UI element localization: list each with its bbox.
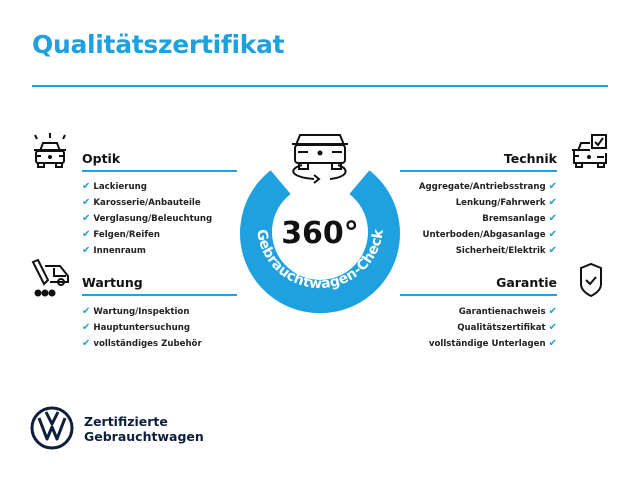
badge-ring — [240, 170, 400, 314]
garantie-divider — [400, 294, 557, 296]
check-icon: ✔ — [548, 322, 557, 333]
rotating-car-icon — [292, 134, 348, 184]
list-item: ✔ Hauptuntersuchung — [82, 322, 191, 333]
check-icon: ✔ — [82, 181, 91, 192]
list-item: ✔ Innenraum — [82, 245, 146, 256]
check-icon: ✔ — [548, 229, 557, 240]
garantie-list: Garantienachweis ✔ Qualitätszertifikat ✔ v… — [429, 304, 557, 352]
car-checkbox-icon — [572, 134, 607, 168]
check-icon: ✔ — [548, 197, 557, 208]
technik-list: Aggregate/Antriebsstrang ✔ Lenkung/Fahrwe… — [419, 179, 557, 259]
list-item: Lenkung/Fahrwerk ✔ — [455, 197, 557, 208]
list-item: ✔ Felgen/Reifen — [82, 229, 161, 240]
list-item: ✔ vollständiges Zubehör — [82, 338, 202, 349]
technik-divider — [400, 170, 557, 172]
list-item: Bremsanlage ✔ — [482, 213, 557, 224]
title-divider — [32, 85, 608, 87]
check-icon: ✔ — [82, 197, 91, 208]
garantie-title: Garantie — [496, 275, 557, 290]
technik-title: Technik — [503, 151, 557, 166]
wartung-title: Wartung — [82, 275, 143, 290]
vw-logo — [30, 406, 74, 450]
check-icon: ✔ — [82, 338, 91, 349]
check-icon: ✔ — [548, 245, 557, 256]
check-icon: ✔ — [82, 229, 91, 240]
brand-program-name: Zertifizierte Gebrauchtwagen — [84, 414, 204, 444]
wartung-divider — [82, 294, 237, 296]
360-check-badge: 360° Gebrauchtwagen-Check — [240, 134, 400, 314]
list-item: Garantienachweis ✔ — [458, 306, 557, 317]
list-item: ✔ Wartung/Inspektion — [82, 306, 190, 317]
optik-divider — [82, 170, 237, 172]
shield-check-icon — [580, 262, 602, 298]
list-item: ✔ Lackierung — [82, 181, 147, 192]
badge-value: 360° — [281, 216, 359, 251]
check-icon: ✔ — [82, 306, 91, 317]
list-item: vollständige Unterlagen ✔ — [428, 338, 557, 349]
list-item: Sicherheit/Elektrik ✔ — [455, 245, 557, 256]
check-icon: ✔ — [82, 213, 91, 224]
car-lights-icon — [34, 133, 66, 168]
check-icon: ✔ — [82, 245, 91, 256]
check-icon: ✔ — [548, 338, 557, 349]
check-icon: ✔ — [548, 181, 557, 192]
optik-title: Optik — [82, 151, 121, 166]
check-icon: ✔ — [548, 213, 557, 224]
optik-list: ✔ Lackierung ✔ Karosserie/Anbauteile ✔ Verg… — [82, 179, 212, 259]
wartung-list: ✔ Wartung/Inspektion ✔ Hauptuntersuchung ✔… — [82, 304, 202, 352]
check-icon: ✔ — [548, 306, 557, 317]
list-item: ✔ Karosserie/Anbauteile — [82, 197, 201, 208]
service-tool-car-icon — [31, 258, 69, 297]
list-item: Qualitätszertifikat ✔ — [457, 322, 557, 333]
check-icon: ✔ — [82, 322, 91, 333]
list-item: Unterboden/Abgasanlage ✔ — [422, 229, 557, 240]
list-item: ✔ Verglasung/Beleuchtung — [82, 213, 213, 224]
page-title: Qualitätszertifikat — [32, 30, 285, 59]
list-item: Aggregate/Antriebsstrang ✔ — [418, 181, 557, 192]
